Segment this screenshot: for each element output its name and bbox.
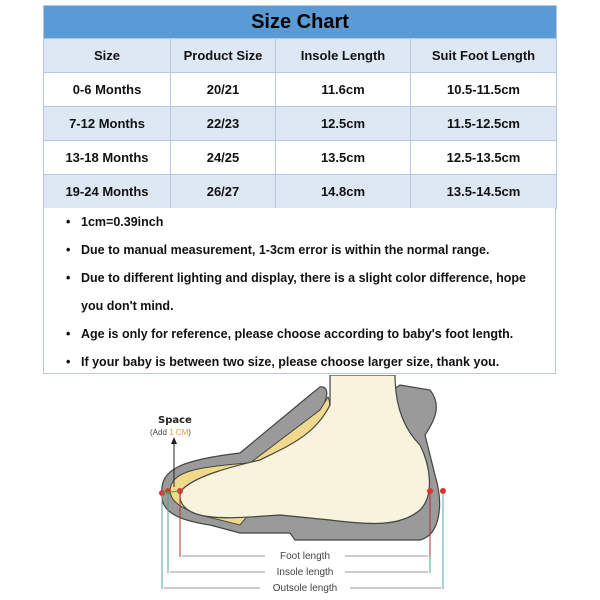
notes-box: 1cm=0.39inch Due to manual measurement, … xyxy=(43,208,556,376)
measure-points xyxy=(159,488,446,496)
cell-size: 19-24 Months xyxy=(43,174,171,209)
cell-product-size: 24/25 xyxy=(170,140,276,175)
note-item: Due to different lighting and display, t… xyxy=(44,264,555,320)
insole-length-label: Insole length xyxy=(277,567,334,578)
column-header-product-size: Product Size xyxy=(170,38,276,73)
table-row: 19-24 Months 26/27 14.8cm 13.5-14.5cm xyxy=(43,174,557,209)
cell-foot-length: 11.5-12.5cm xyxy=(410,106,557,141)
cell-insole-length: 12.5cm xyxy=(275,106,411,141)
space-label: Space xyxy=(158,415,192,426)
cell-size: 7-12 Months xyxy=(43,106,171,141)
column-header-insole-length: Insole Length xyxy=(275,38,411,73)
cell-product-size: 22/23 xyxy=(170,106,276,141)
foot-length-label: Foot length xyxy=(280,551,330,562)
cell-foot-length: 13.5-14.5cm xyxy=(410,174,557,209)
outsole-length-label: Outsole length xyxy=(273,583,338,594)
table-row: 13-18 Months 24/25 13.5cm 12.5-13.5cm xyxy=(43,140,557,175)
note-item: If your baby is between two size, please… xyxy=(44,348,555,376)
note-item: Due to manual measurement, 1-3cm error i… xyxy=(44,236,555,264)
size-chart-table: Size Chart Size Product Size Insole Leng… xyxy=(43,5,557,209)
cell-insole-length: 14.8cm xyxy=(275,174,411,209)
cell-insole-length: 13.5cm xyxy=(275,140,411,175)
cell-product-size: 26/27 xyxy=(170,174,276,209)
column-header-suit-foot-length: Suit Foot Length xyxy=(410,38,557,73)
shoe-measurement-diagram: Space (Add 1 CM) Foot length Insole leng… xyxy=(150,375,446,594)
cell-foot-length: 10.5-11.5cm xyxy=(410,72,557,107)
note-item: 1cm=0.39inch xyxy=(44,208,555,236)
table-title: Size Chart xyxy=(43,5,557,39)
toe-space-arrow xyxy=(171,437,177,487)
cell-insole-length: 11.6cm xyxy=(275,72,411,107)
cell-foot-length: 12.5-13.5cm xyxy=(410,140,557,175)
cell-size: 0-6 Months xyxy=(43,72,171,107)
add-space-label: (Add 1 CM) xyxy=(150,428,191,437)
cell-product-size: 20/21 xyxy=(170,72,276,107)
column-header-size: Size xyxy=(43,38,171,73)
table-row: 7-12 Months 22/23 12.5cm 11.5-12.5cm xyxy=(43,106,557,141)
cell-size: 13-18 Months xyxy=(43,140,171,175)
note-item: Age is only for reference, please choose… xyxy=(44,320,555,348)
table-row: 0-6 Months 20/21 11.6cm 10.5-11.5cm xyxy=(43,72,557,107)
foot xyxy=(179,375,431,525)
